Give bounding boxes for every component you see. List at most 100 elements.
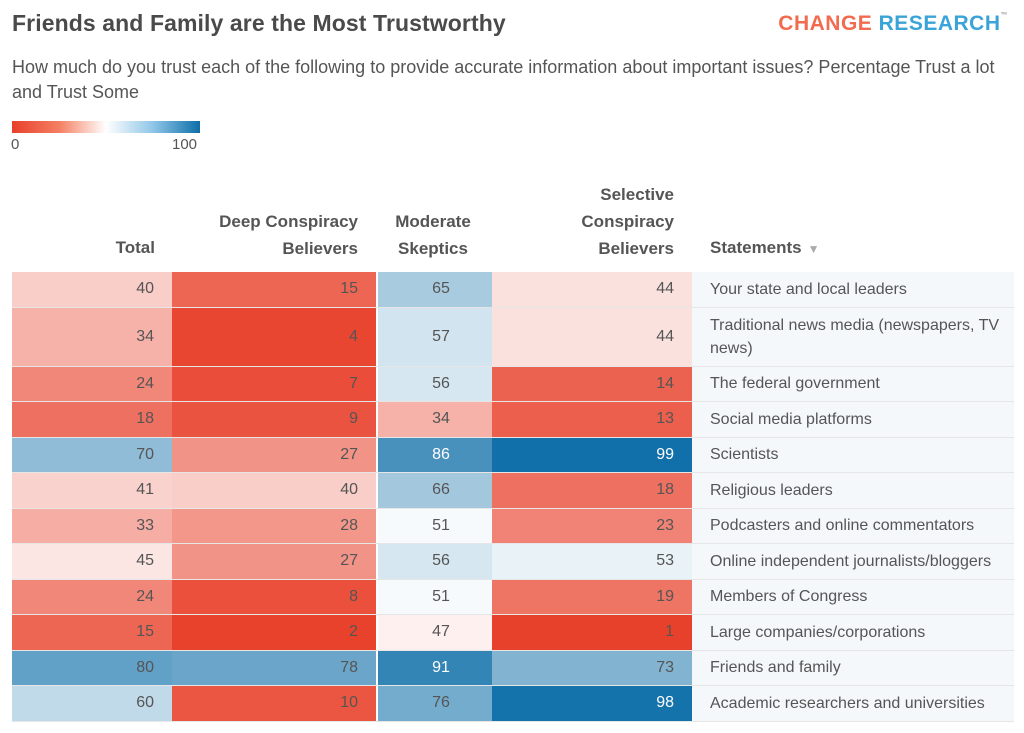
- cell-total: 60: [12, 686, 172, 721]
- column-header-selective-conspiracy[interactable]: Selective Conspiracy Believers: [493, 181, 674, 262]
- statement-label: Podcasters and online commentators: [692, 508, 1014, 543]
- header-line: Moderate: [395, 212, 471, 231]
- column-header-moderate-skeptics[interactable]: Moderate Skeptics: [378, 208, 488, 262]
- header-line: Believers: [282, 239, 358, 258]
- cell-deep-conspiracy: 40: [172, 473, 376, 508]
- column-separator: [376, 615, 378, 650]
- cell-selective-conspiracy: 13: [492, 402, 692, 437]
- statements-header-label: Statements: [710, 238, 802, 257]
- cell-deep-conspiracy: 4: [172, 307, 376, 366]
- cell-moderate-skeptics: 86: [378, 437, 492, 472]
- column-header-total[interactable]: Total: [115, 238, 155, 257]
- cell-total: 41: [12, 473, 172, 508]
- column-separator: [376, 579, 378, 614]
- table-row: 80 78 91 73 Friends and family: [12, 650, 1014, 686]
- statement-label: Religious leaders: [692, 473, 1014, 508]
- column-separator: [376, 366, 378, 401]
- header-line: Believers: [598, 239, 674, 258]
- cell-deep-conspiracy: 27: [172, 544, 376, 579]
- column-separator: [376, 437, 378, 472]
- column-separator: [376, 473, 378, 508]
- cell-deep-conspiracy: 10: [172, 686, 376, 721]
- heatmap-table: 40 15 65 44 Your state and local leaders 34 4 5…: [12, 272, 1014, 722]
- statement-label: Scientists: [692, 437, 1014, 472]
- cell-moderate-skeptics: 51: [378, 579, 492, 614]
- table-row: 45 27 56 53 Online independent journalists/b…: [12, 544, 1014, 580]
- cell-moderate-skeptics: 47: [378, 615, 492, 650]
- table-row: 60 10 76 98 Academic researchers and univers…: [12, 686, 1014, 722]
- statement-label: Your state and local leaders: [692, 272, 1014, 307]
- cell-moderate-skeptics: 91: [378, 650, 492, 685]
- statement-label: Social media platforms: [692, 402, 1014, 437]
- cell-deep-conspiracy: 15: [172, 272, 376, 307]
- cell-moderate-skeptics: 65: [378, 272, 492, 307]
- table-row: 70 27 86 99 Scientists: [12, 437, 1014, 473]
- statement-label: Members of Congress: [692, 579, 1014, 614]
- column-separator: [376, 307, 378, 366]
- cell-total: 70: [12, 437, 172, 472]
- cell-total: 24: [12, 579, 172, 614]
- statement-label: Large companies/corporations: [692, 615, 1014, 650]
- table-row: 33 28 51 23 Podcasters and online commentato…: [12, 508, 1014, 544]
- cell-deep-conspiracy: 2: [172, 615, 376, 650]
- cell-selective-conspiracy: 53: [492, 544, 692, 579]
- chart-subtitle: How much do you trust each of the follow…: [12, 57, 995, 102]
- cell-selective-conspiracy: 23: [492, 508, 692, 543]
- column-separator: [376, 508, 378, 543]
- cell-selective-conspiracy: 98: [492, 686, 692, 721]
- cell-selective-conspiracy: 14: [492, 366, 692, 401]
- statement-label: Academic researchers and universities: [692, 686, 1014, 721]
- cell-deep-conspiracy: 8: [172, 579, 376, 614]
- cell-selective-conspiracy: 44: [492, 272, 692, 307]
- legend-min-label: 0: [11, 136, 20, 153]
- column-separator: [376, 544, 378, 579]
- cell-selective-conspiracy: 18: [492, 473, 692, 508]
- cell-deep-conspiracy: 27: [172, 437, 376, 472]
- statement-label: Traditional news media (newspapers, TV n…: [692, 307, 1014, 366]
- cell-selective-conspiracy: 99: [492, 437, 692, 472]
- cell-moderate-skeptics: 76: [378, 686, 492, 721]
- header-line: Deep Conspiracy: [219, 212, 358, 231]
- table-row: 18 9 34 13 Social media platforms: [12, 402, 1014, 438]
- sort-down-icon[interactable]: ▼: [807, 242, 820, 256]
- cell-total: 15: [12, 615, 172, 650]
- table-row: 41 40 66 18 Religious leaders: [12, 473, 1014, 509]
- column-separator: [376, 686, 378, 721]
- brand-word-research: RESEARCH: [878, 12, 1001, 35]
- header-line: Selective: [600, 185, 674, 204]
- cell-total: 18: [12, 402, 172, 437]
- legend-max-label: 100: [172, 136, 198, 153]
- cell-total: 40: [12, 272, 172, 307]
- cell-deep-conspiracy: 78: [172, 650, 376, 685]
- column-header-deep-conspiracy[interactable]: Deep Conspiracy Believers: [172, 208, 358, 262]
- table-row: 34 4 57 44 Traditional news media (newspaper…: [12, 307, 1014, 367]
- cell-moderate-skeptics: 57: [378, 307, 492, 366]
- column-separator: [376, 650, 378, 685]
- cell-total: 80: [12, 650, 172, 685]
- color-scale-legend: [12, 121, 200, 133]
- cell-deep-conspiracy: 7: [172, 366, 376, 401]
- column-separator: [376, 402, 378, 437]
- cell-total: 45: [12, 544, 172, 579]
- cell-deep-conspiracy: 28: [172, 508, 376, 543]
- header-line: Conspiracy: [581, 212, 674, 231]
- cell-total: 34: [12, 307, 172, 366]
- table-row: 15 2 47 1 Large companies/corporations: [12, 615, 1014, 651]
- chart-title: Friends and Family are the Most Trustwor…: [12, 10, 506, 36]
- brand-word-change: CHANGE: [778, 12, 873, 35]
- cell-total: 24: [12, 366, 172, 401]
- cell-selective-conspiracy: 44: [492, 307, 692, 366]
- brand-logo: CHANGE RESEARCH™: [778, 12, 1008, 36]
- column-separator: [376, 272, 378, 307]
- cell-total: 33: [12, 508, 172, 543]
- cell-moderate-skeptics: 34: [378, 402, 492, 437]
- statement-label: Friends and family: [692, 650, 1014, 685]
- column-header-statements[interactable]: Statements ▼: [710, 234, 820, 263]
- cell-selective-conspiracy: 19: [492, 579, 692, 614]
- table-row: 40 15 65 44 Your state and local leaders: [12, 272, 1014, 308]
- cell-moderate-skeptics: 51: [378, 508, 492, 543]
- cell-moderate-skeptics: 56: [378, 366, 492, 401]
- cell-selective-conspiracy: 1: [492, 615, 692, 650]
- header-line: Skeptics: [398, 239, 468, 258]
- statement-label: The federal government: [692, 366, 1014, 401]
